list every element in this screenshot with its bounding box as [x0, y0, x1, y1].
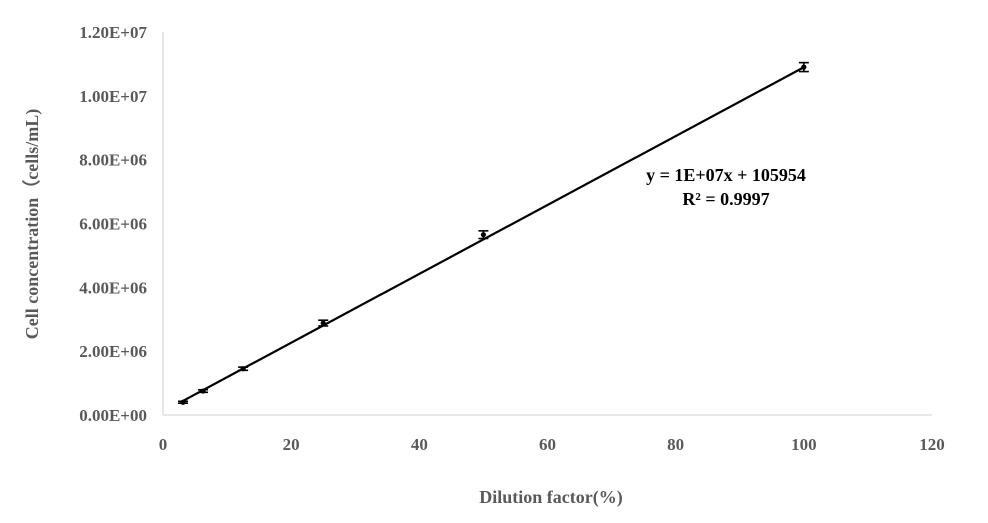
trendline-equation: y = 1E+07x + 105954	[646, 165, 806, 185]
x-tick-label: 40	[411, 435, 428, 454]
x-tick-label: 120	[919, 435, 945, 454]
data-point-marker	[320, 320, 326, 326]
x-tick-label: 60	[539, 435, 556, 454]
x-tick-label: 80	[667, 435, 684, 454]
data-point	[318, 319, 329, 327]
y-tick-label: 1.20E+07	[79, 23, 147, 42]
data-point-marker	[240, 366, 246, 372]
data-point	[238, 366, 249, 372]
data-point-marker	[480, 232, 487, 238]
y-tick-label: 6.00E+06	[79, 215, 147, 234]
data-point-marker	[801, 64, 807, 70]
data-points	[178, 61, 809, 405]
data-point	[478, 230, 489, 240]
y-axis-title: Cell concentration（cells/mL)	[22, 109, 43, 339]
data-point-marker	[200, 388, 206, 394]
trend-line	[181, 66, 805, 403]
data-point-marker	[180, 399, 186, 405]
x-axis-ticks: 0 20 40 60 80 100 120	[159, 435, 945, 454]
y-tick-label: 4.00E+06	[79, 278, 147, 297]
y-tick-label: 2.00E+06	[79, 342, 147, 361]
x-tick-label: 20	[283, 435, 300, 454]
trendline-r-squared: R² = 0.9997	[682, 189, 769, 209]
data-point	[798, 61, 809, 73]
x-tick-label: 0	[159, 435, 168, 454]
data-point	[178, 399, 189, 405]
y-axis-ticks: 0.00E+00 2.00E+06 4.00E+06 6.00E+06 8.00E+06…	[79, 23, 147, 425]
data-point	[198, 388, 209, 394]
y-tick-label: 1.00E+07	[79, 87, 147, 106]
y-tick-label: 0.00E+00	[79, 406, 147, 425]
x-tick-label: 100	[791, 435, 817, 454]
x-axis-title: Dilution factor(%)	[479, 487, 622, 508]
y-tick-label: 8.00E+06	[79, 151, 147, 170]
